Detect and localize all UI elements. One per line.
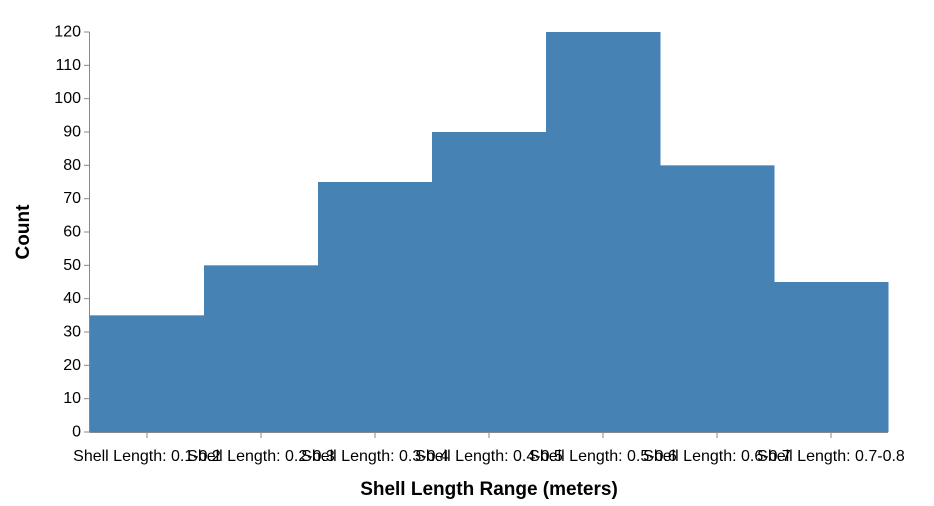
y-tick-label-70: 70 <box>63 190 81 207</box>
y-tick-label-110: 110 <box>55 57 81 74</box>
y-tick-label-100: 100 <box>54 90 81 107</box>
bar-4 <box>432 132 547 432</box>
y-axis-title: Count <box>13 204 34 260</box>
bar-6 <box>660 165 775 433</box>
y-tick-label-0: 0 <box>72 424 81 441</box>
y-tick-label-90: 90 <box>63 124 81 141</box>
bar-1 <box>90 315 205 432</box>
bar-2 <box>204 265 319 432</box>
x-tick-label-2: Shell Length: 0.2-0.3 <box>187 448 335 465</box>
bar-7 <box>774 282 889 432</box>
x-tick-label-5: Shell Length: 0.5-0.6 <box>529 448 677 465</box>
y-tick-label-120: 120 <box>54 24 81 41</box>
y-tick-label-40: 40 <box>63 290 81 307</box>
y-tick-label-30: 30 <box>63 324 81 341</box>
bar-3 <box>318 182 433 432</box>
x-tick-label-3: Shell Length: 0.3-0.4 <box>301 448 449 465</box>
x-tick-label-4: Shell Length: 0.4-0.5 <box>415 448 563 465</box>
x-tick-label-7: Shell Length: 0.7-0.8 <box>757 448 905 465</box>
y-tick-label-20: 20 <box>63 357 81 374</box>
y-tick-label-10: 10 <box>63 390 81 407</box>
y-tick-label-50: 50 <box>63 257 81 274</box>
y-tick-label-60: 60 <box>63 224 81 241</box>
bars-group <box>90 32 889 433</box>
x-tick-label-6: Shell Length: 0.6-0.7 <box>643 448 791 465</box>
y-axis: 0 10 20 30 40 50 60 70 80 90 100 110 120 <box>54 24 90 441</box>
y-tick-label-80: 80 <box>63 157 81 174</box>
x-tick-label-1: Shell Length: 0.1-0.2 <box>73 448 221 465</box>
bar-5 <box>546 32 661 432</box>
x-axis-title: Shell Length Range (meters) <box>360 479 618 500</box>
